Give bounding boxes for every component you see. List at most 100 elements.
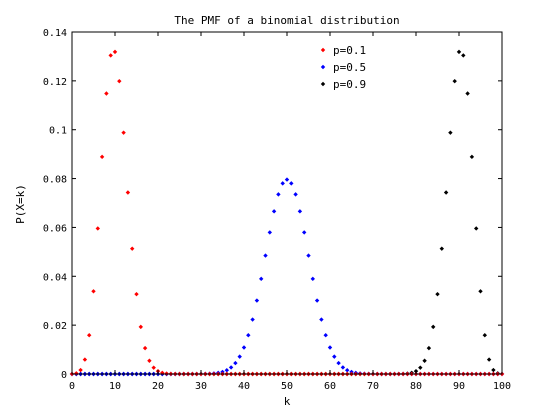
- data-point: [237, 354, 242, 359]
- legend-marker: [320, 64, 326, 70]
- data-point: [228, 365, 234, 370]
- x-tick-label: 30: [195, 381, 207, 392]
- series-p=0.1: [69, 49, 505, 377]
- data-point: [104, 91, 109, 96]
- data-point: [130, 246, 135, 251]
- data-point: [302, 230, 307, 235]
- data-point: [435, 291, 440, 297]
- x-tick-label: 10: [109, 381, 121, 392]
- x-tick-label: 20: [152, 381, 164, 392]
- x-tick-label: 80: [410, 381, 422, 392]
- data-point: [138, 324, 143, 330]
- data-point: [340, 365, 346, 370]
- data-point: [448, 130, 453, 135]
- y-tick-label: 0.02: [43, 321, 67, 332]
- data-point: [297, 209, 303, 214]
- data-point: [78, 367, 83, 373]
- legend-marker: [320, 47, 326, 53]
- y-tick-label: 0.04: [43, 272, 67, 283]
- data-point: [91, 289, 96, 294]
- data-point: [482, 333, 487, 338]
- data-point: [112, 49, 118, 55]
- axes: 0 10 20 30 40 50 60 70 80 90 100 0 0.02 0.04 0.06 0.08 0…: [43, 28, 511, 392]
- x-tick-label: 100: [493, 381, 511, 392]
- x-tick-label: 40: [238, 381, 250, 392]
- data-point: [233, 360, 238, 366]
- data-point: [250, 317, 255, 322]
- data-point: [452, 78, 457, 84]
- data-point: [418, 365, 423, 370]
- x-tick-label: 50: [281, 381, 293, 392]
- data-point: [332, 354, 337, 359]
- data-point: [95, 226, 100, 231]
- series-p=0.9: [69, 49, 505, 377]
- data-point: [99, 154, 105, 160]
- data-point: [422, 358, 427, 363]
- data-point: [246, 333, 251, 338]
- y-tick-label: 0.12: [43, 77, 67, 88]
- chart-title: The PMF of a binomial distribution: [174, 14, 399, 27]
- y-tick-label: 0.14: [43, 28, 67, 39]
- x-tick-label: 60: [324, 381, 336, 392]
- x-axis-label: k: [284, 395, 291, 408]
- y-tick-label: 0.08: [43, 175, 67, 186]
- data-point: [147, 358, 152, 363]
- data-point: [431, 324, 436, 330]
- y-axis-label: P(X=k): [14, 184, 27, 224]
- data-point: [241, 345, 247, 350]
- x-tick-label: 90: [453, 381, 465, 392]
- data-point: [306, 253, 311, 258]
- data-point: [142, 345, 148, 351]
- y-tick-label: 0.1: [49, 126, 67, 137]
- data-point: [469, 154, 475, 160]
- legend-entry: p=0.5: [320, 61, 366, 74]
- data-point: [134, 291, 139, 297]
- data-point: [319, 317, 324, 322]
- series-p=0.5: [69, 177, 505, 377]
- data-point: [486, 357, 492, 362]
- y-tick-label: 0: [61, 370, 67, 381]
- data-point: [82, 357, 88, 362]
- data-point: [314, 298, 320, 303]
- data-point: [125, 190, 131, 195]
- data-point: [323, 333, 328, 338]
- data-point: [224, 367, 229, 373]
- legend-label: p=0.1: [333, 44, 366, 57]
- legend-marker: [320, 81, 326, 87]
- legend: p=0.1 p=0.5 p=0.9: [320, 44, 366, 91]
- data-point: [345, 367, 350, 373]
- data-point: [293, 192, 298, 197]
- data-point: [254, 298, 260, 303]
- data-point: [117, 78, 122, 84]
- x-tick-label: 70: [367, 381, 379, 392]
- data-point: [271, 209, 277, 214]
- data-point: [280, 181, 285, 186]
- legend-entry: p=0.9: [320, 78, 366, 91]
- data-point: [151, 365, 156, 370]
- data-point: [276, 192, 281, 197]
- data-point: [289, 181, 294, 186]
- data-point: [426, 345, 432, 351]
- data-point: [439, 246, 444, 251]
- data-point: [108, 53, 113, 58]
- data-point: [474, 226, 479, 231]
- data-point: [267, 230, 272, 235]
- data-point: [491, 367, 496, 373]
- legend-label: p=0.9: [333, 78, 366, 91]
- x-tick-label: 0: [69, 381, 75, 392]
- data-point: [310, 276, 315, 282]
- data-point: [87, 333, 92, 338]
- data-point: [259, 276, 264, 282]
- plot-area: [69, 49, 505, 377]
- data-point: [456, 49, 462, 55]
- data-point: [74, 371, 79, 376]
- data-point: [461, 53, 466, 58]
- data-point: [263, 253, 268, 258]
- data-point: [284, 177, 290, 182]
- legend-label: p=0.5: [333, 61, 366, 74]
- data-point: [465, 91, 470, 96]
- data-point: [121, 130, 126, 135]
- data-point: [443, 190, 449, 195]
- data-point: [336, 360, 341, 366]
